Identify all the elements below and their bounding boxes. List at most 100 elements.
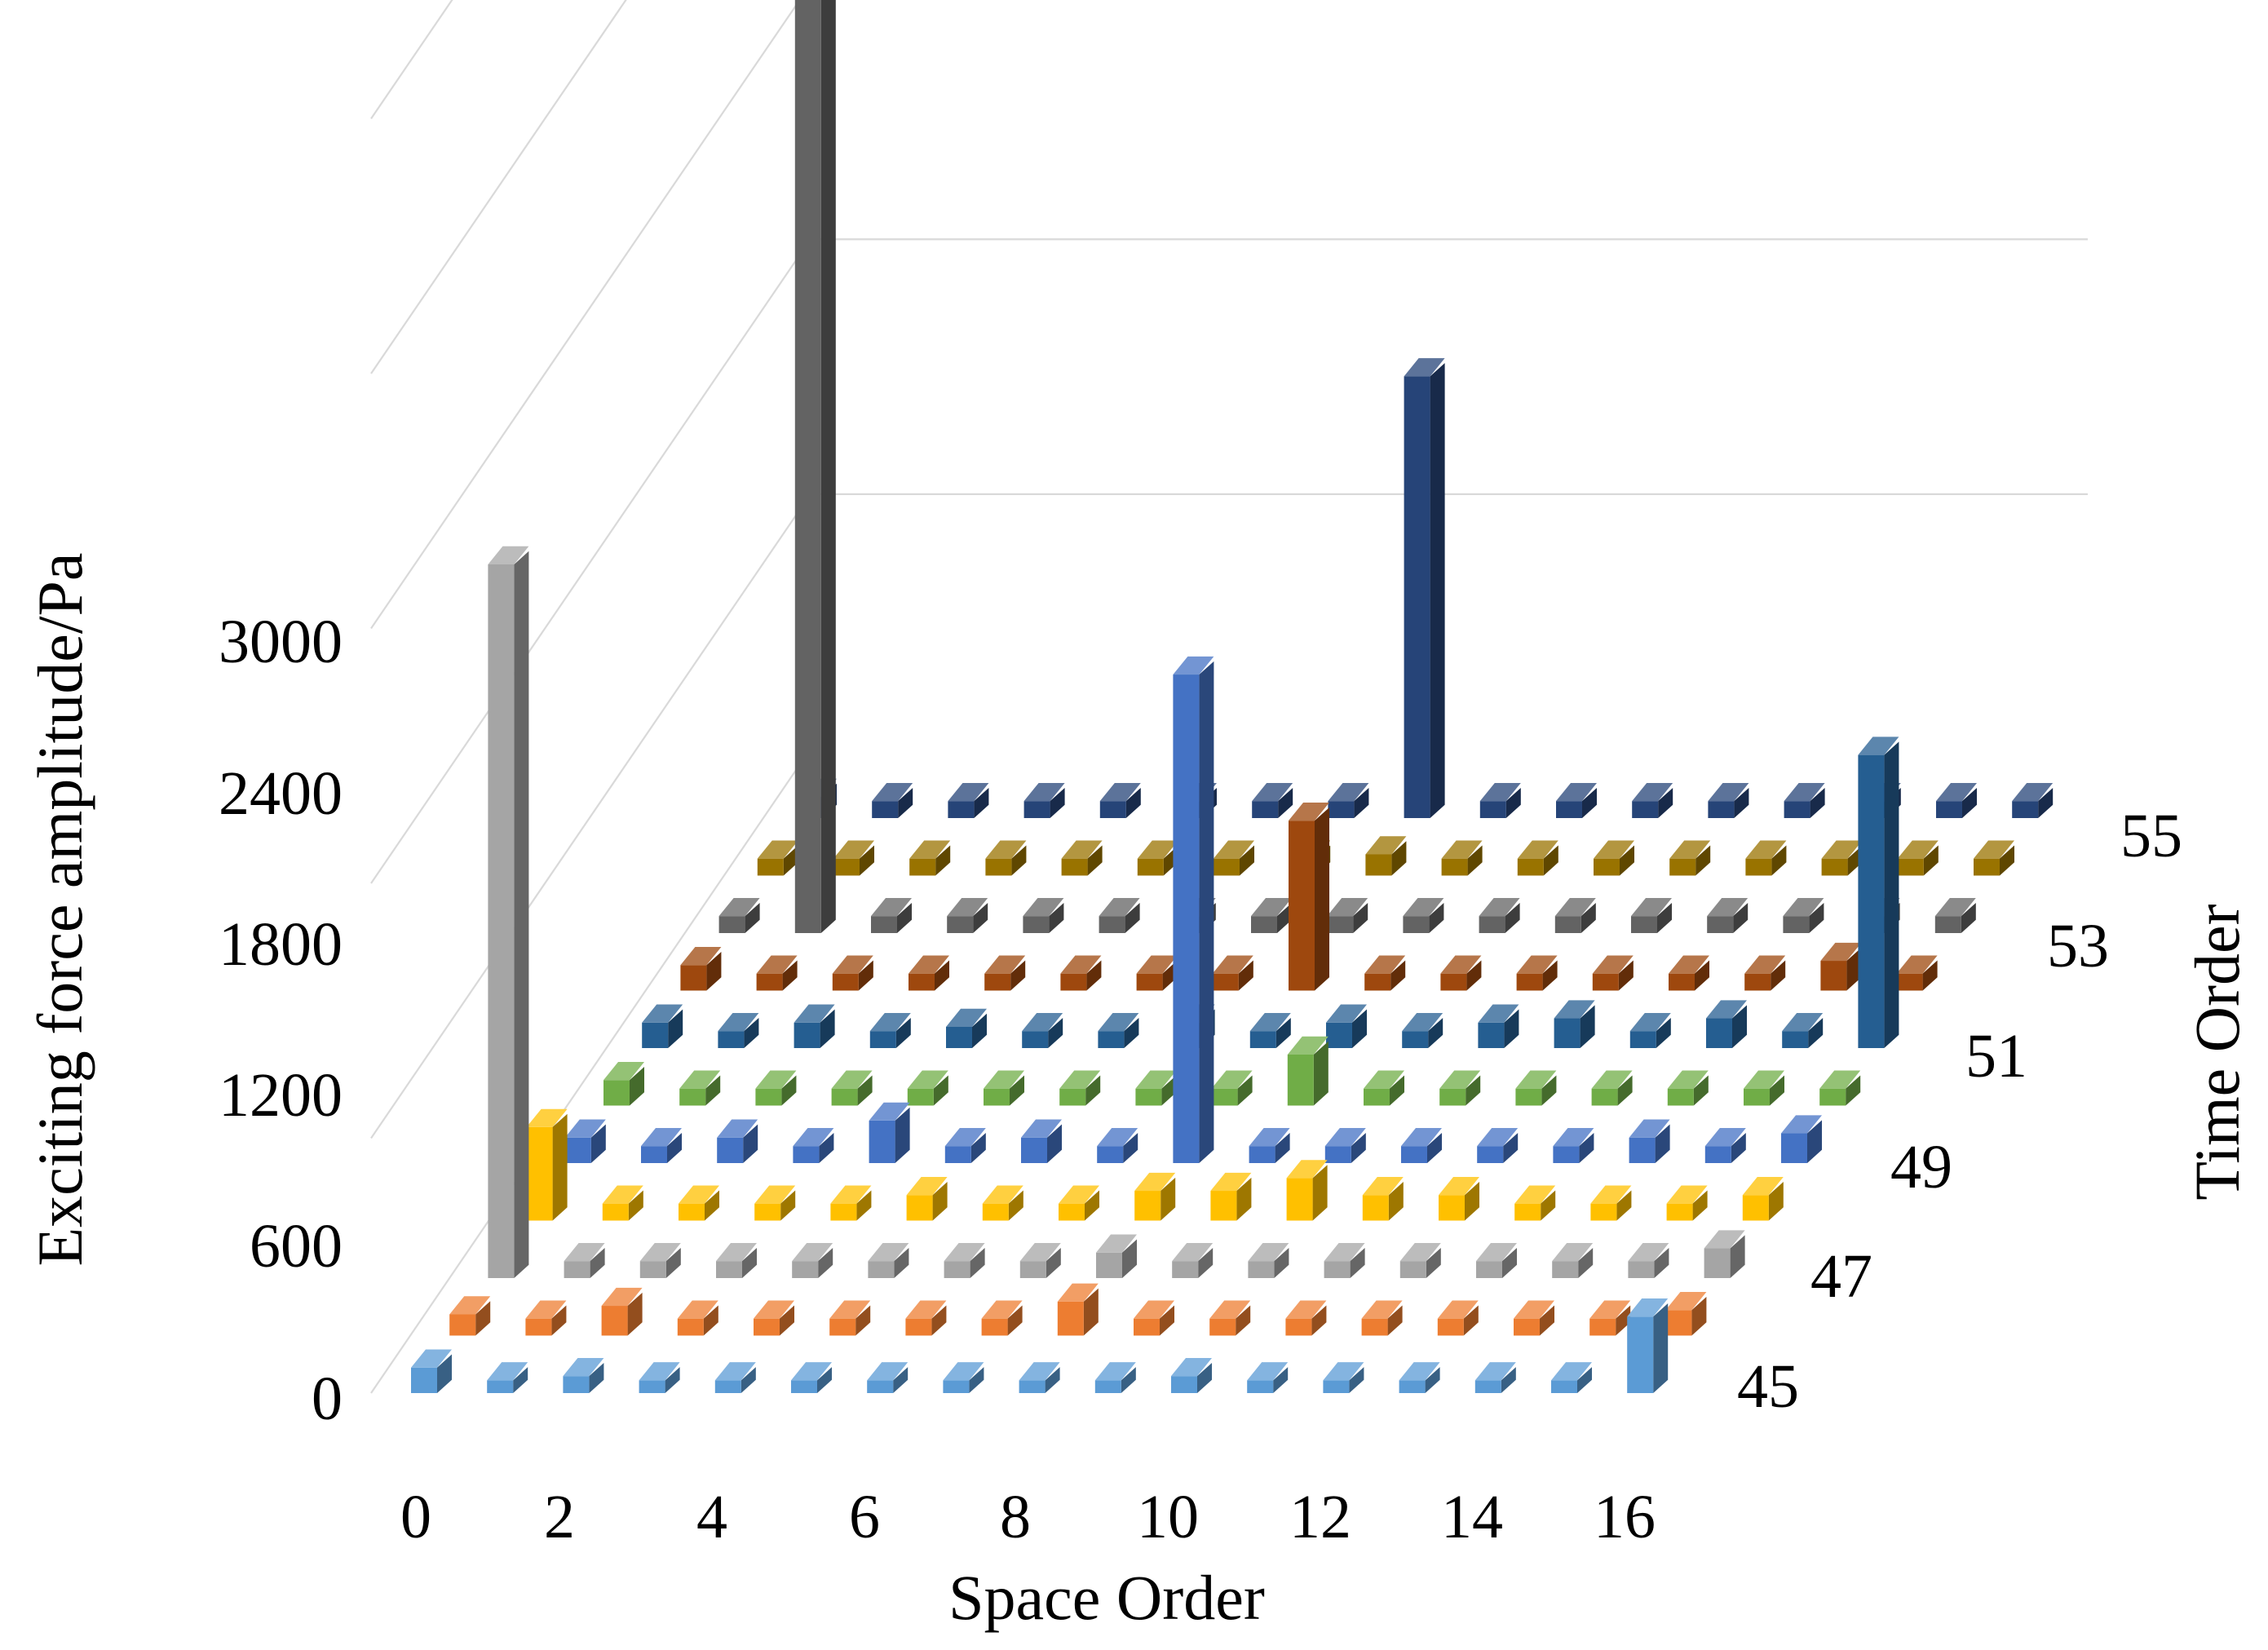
bar-side xyxy=(1540,1305,1554,1336)
bar-top xyxy=(868,1242,909,1262)
bar-top xyxy=(1134,1172,1176,1192)
bar-top xyxy=(1252,782,1293,802)
bar-46-11 xyxy=(1285,1300,1327,1336)
bar-top xyxy=(794,1004,835,1023)
bar-50-15 xyxy=(1744,1070,1784,1106)
y-axis-title: Exciting force amplitude/Pa xyxy=(24,552,95,1266)
bar-top xyxy=(525,1300,567,1319)
bar-side xyxy=(1430,363,1445,819)
bar-53-10 xyxy=(1479,897,1520,933)
bar-side xyxy=(893,1367,909,1393)
bar-48-14 xyxy=(1590,1185,1632,1221)
bar-front xyxy=(1249,1031,1276,1048)
bar-48-6 xyxy=(982,1185,1023,1221)
bar-top xyxy=(832,955,873,974)
bar-side xyxy=(1349,1367,1364,1393)
bar-front xyxy=(1096,1252,1122,1278)
bar-46-7 xyxy=(981,1300,1023,1336)
bar-top xyxy=(1019,1242,1061,1262)
bar-front xyxy=(1286,1178,1313,1221)
bar-top xyxy=(603,1062,644,1081)
bar-top xyxy=(1440,955,1482,974)
z-axis-ticks: 0 600 1200 1800 2400 3000 xyxy=(219,608,343,1433)
bar-front xyxy=(639,1380,665,1393)
bar-top xyxy=(1327,897,1368,917)
x-tick-10: 10 xyxy=(1137,1483,1199,1551)
bar-side xyxy=(514,551,529,1278)
bar-front xyxy=(602,1203,629,1221)
bar-front xyxy=(717,1137,744,1163)
bar-53-12 xyxy=(1631,897,1672,933)
bar-side xyxy=(1504,1009,1519,1048)
bar-front xyxy=(1744,973,1771,991)
bar-front xyxy=(829,1318,856,1336)
bar-top xyxy=(1137,840,1178,859)
bar-49-14 xyxy=(1629,1119,1670,1163)
bar-front xyxy=(1097,1146,1124,1163)
bar-53-16 xyxy=(1934,897,1976,933)
bar-side xyxy=(1085,1075,1101,1106)
bar-front xyxy=(1249,1146,1275,1163)
bar-top xyxy=(1517,840,1558,859)
bar-front xyxy=(1745,858,1772,876)
bar-front xyxy=(944,1146,971,1163)
bar-49-7 xyxy=(1097,1127,1138,1163)
bar-front xyxy=(1517,858,1544,876)
bar-48-9 xyxy=(1210,1172,1252,1221)
bar-front xyxy=(1479,801,1506,818)
bar-side xyxy=(1655,1124,1670,1163)
bar-top xyxy=(1099,897,1140,917)
bar-front xyxy=(1211,1088,1238,1106)
bar-52-14 xyxy=(1744,955,1786,991)
bar-46-5 xyxy=(829,1300,871,1336)
bar-front xyxy=(1821,858,1848,876)
bar-front xyxy=(1936,801,1962,818)
bar-top xyxy=(639,1362,680,1381)
bar-front xyxy=(677,1318,704,1336)
bar-side xyxy=(935,845,951,876)
bar-top xyxy=(1097,1127,1138,1147)
bar-50-6 xyxy=(1059,1070,1101,1106)
bar-side xyxy=(2038,787,2054,818)
bar-47-9 xyxy=(1172,1242,1214,1278)
bar-front xyxy=(943,1380,970,1393)
bar-46-13 xyxy=(1437,1300,1479,1336)
bar-front xyxy=(792,1261,819,1278)
bar-top xyxy=(1707,897,1749,917)
bar-52-11 xyxy=(1516,955,1558,991)
bar-front xyxy=(716,1261,742,1278)
bar-front xyxy=(1287,1055,1314,1106)
bar-side xyxy=(1616,1305,1631,1336)
bar-side xyxy=(1961,902,1976,933)
bar-front xyxy=(1361,1318,1388,1336)
bar-front xyxy=(1742,1195,1769,1221)
bar-top xyxy=(1784,782,1825,802)
bar-54-2 xyxy=(909,840,951,876)
bar-side xyxy=(1313,1041,1329,1106)
bar-top xyxy=(1399,1362,1440,1381)
bar-front xyxy=(754,1203,781,1221)
bar-top xyxy=(2012,782,2054,802)
bar-side xyxy=(855,1305,871,1336)
bar-front xyxy=(1744,1088,1770,1106)
bar-front xyxy=(948,801,975,818)
bar-front xyxy=(1632,801,1659,818)
bar-top xyxy=(982,1185,1023,1204)
bar-54-8 xyxy=(1365,836,1407,876)
bar-front xyxy=(1059,1203,1085,1221)
bar-51-5 xyxy=(1022,1012,1063,1048)
bar-45-4 xyxy=(714,1362,756,1393)
bar-front xyxy=(1209,1318,1236,1336)
bar-top xyxy=(1019,1362,1060,1381)
bar-front xyxy=(714,1380,741,1393)
bar-front xyxy=(1212,973,1239,991)
bar-48-0 xyxy=(526,1108,568,1221)
bar-side xyxy=(1695,960,1709,991)
bar-side xyxy=(665,1247,681,1278)
bar-front xyxy=(1171,1376,1197,1393)
bar-top xyxy=(1666,1185,1708,1204)
bar-top xyxy=(1021,1119,1062,1138)
bar-51-9 xyxy=(1326,1004,1367,1048)
bar-side xyxy=(1808,1017,1824,1048)
bar-top xyxy=(1551,1362,1592,1381)
